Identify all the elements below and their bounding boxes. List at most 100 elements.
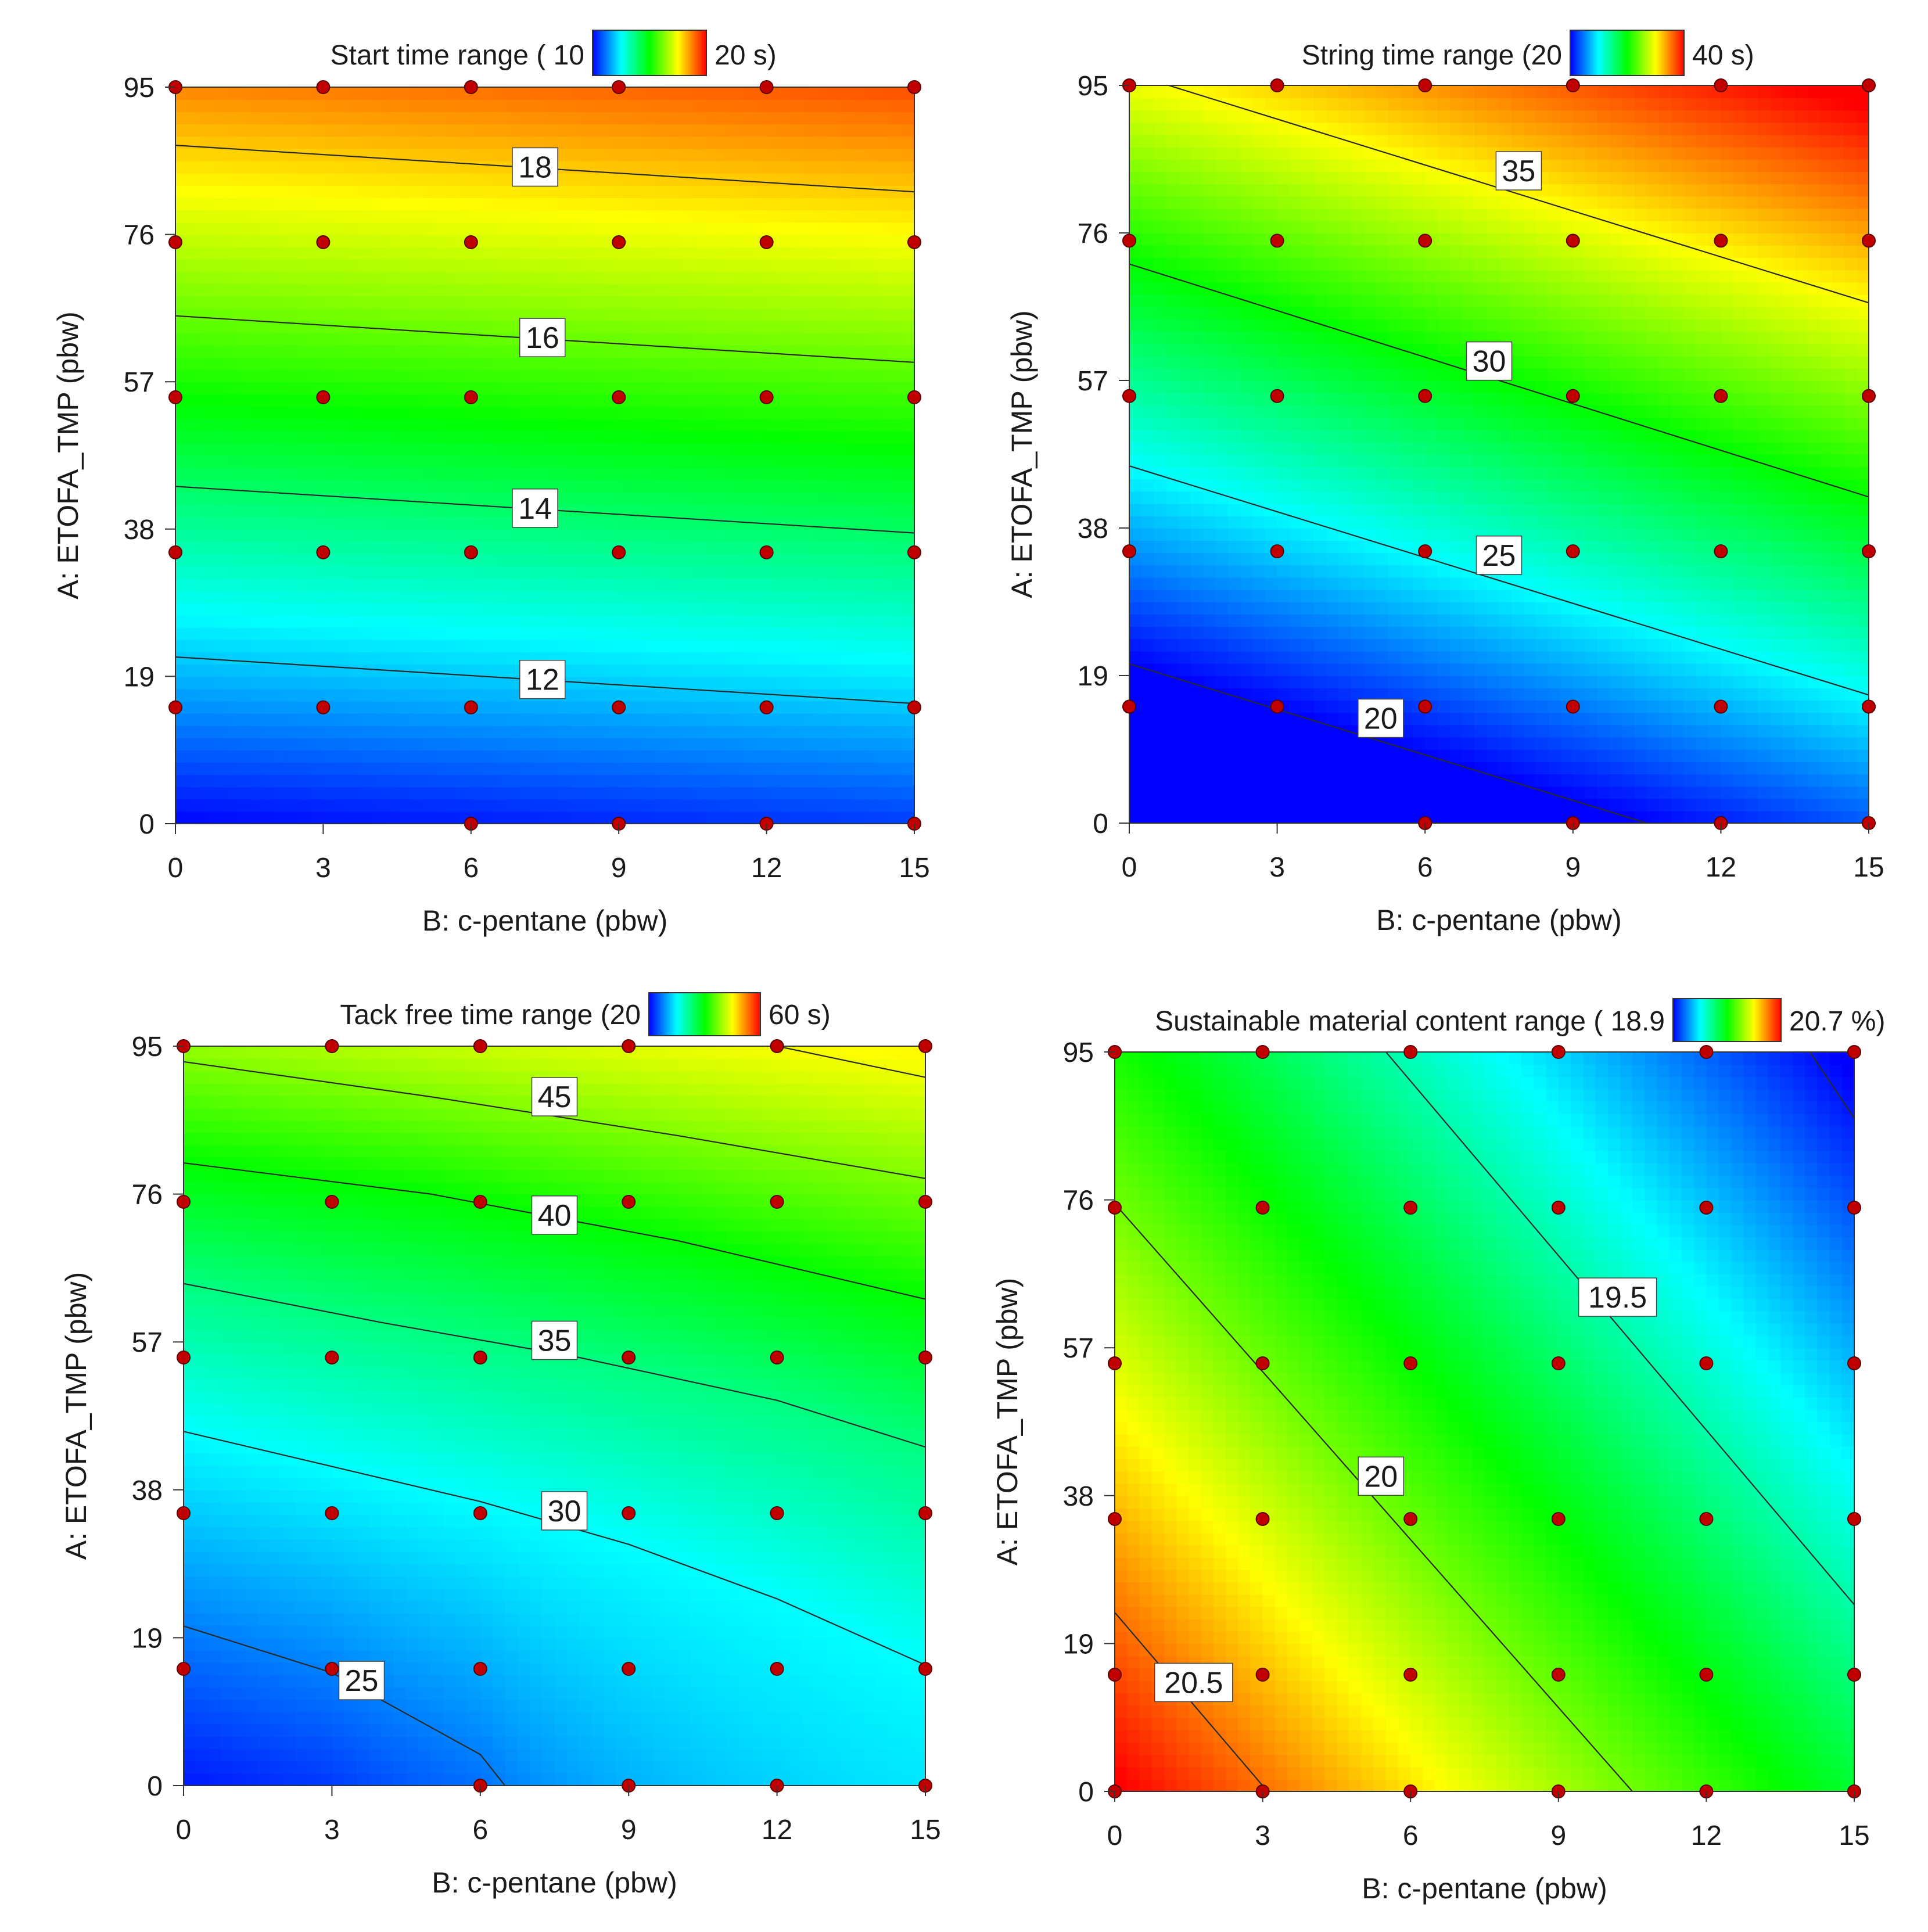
surface-cell [286,750,299,763]
surface-cell [409,664,422,677]
surface-cell [397,554,410,566]
surface-cell [1154,479,1167,492]
surface-cell [1302,98,1315,111]
surface-cell [742,627,755,640]
surface-cell [347,332,361,346]
surface-cell [200,480,213,493]
surface-cell [224,222,238,235]
surface-cell [840,246,853,260]
surface-cell [261,652,275,665]
surface-cell [532,578,545,591]
surface-cell [496,210,509,223]
surface-cell [532,87,545,100]
surface-cell [200,271,213,284]
surface-cell [347,87,361,100]
surface-cell [705,160,718,174]
surface-cell [175,676,188,690]
surface-cell [434,566,447,579]
surface-cell [224,185,238,198]
surface-cell [446,590,459,604]
surface-cell [1227,319,1241,332]
surface-cell [175,590,188,604]
surface-cell [1203,540,1216,554]
surface-cell [668,296,681,309]
surface-cell [1338,368,1352,381]
surface-cell [766,627,780,640]
surface-cell [803,615,817,628]
surface-cell [224,369,238,382]
surface-cell [1178,626,1191,640]
surface-cell [446,566,459,579]
surface-cell [422,713,435,726]
surface-cell [1265,762,1278,775]
surface-cell [335,210,349,223]
surface-cell [1326,762,1340,775]
surface-cell [323,566,336,579]
surface-cell [853,443,866,456]
surface-cell [730,554,742,566]
surface-cell [877,640,891,652]
surface-cell [717,296,730,309]
surface-cell [816,799,829,812]
surface-cell [175,222,188,235]
surface-cell [1252,577,1266,590]
surface-cell [754,529,767,542]
surface-cell [803,136,817,149]
surface-cell [680,480,694,493]
surface-cell [1129,491,1143,504]
surface-cell [200,554,213,566]
surface-cell [1252,441,1266,455]
surface-cell [508,627,521,640]
surface-cell [508,676,521,690]
surface-cell [742,136,755,149]
surface-cell [1289,220,1302,234]
surface-cell [422,787,435,800]
surface-cell [1141,614,1155,627]
surface-cell [274,640,287,652]
surface-cell [557,443,570,456]
surface-cell [311,418,324,432]
surface-cell [803,99,817,113]
surface-cell [1363,676,1377,688]
surface-cell [619,799,632,812]
surface-cell [717,112,730,125]
surface-cell [766,136,780,149]
surface-cell [1265,184,1278,197]
surface-cell [212,590,225,604]
surface-cell [828,590,841,604]
surface-cell [1141,380,1155,393]
surface-cell [1215,307,1229,319]
surface-cell [655,136,669,149]
surface-cell [409,234,422,247]
surface-cell [1240,405,1253,418]
surface-cell [594,492,607,505]
surface-cell [1338,454,1352,467]
surface-cell [680,210,694,223]
surface-cell [545,418,558,432]
surface-cell [237,394,250,407]
surface-cell [1215,810,1229,823]
surface-cell [311,332,324,346]
surface-cell [200,750,213,763]
surface-cell [471,504,484,518]
surface-cell [372,112,386,125]
surface-cell [237,492,250,505]
surface-cell [224,750,238,763]
surface-cell [1141,98,1155,111]
surface-cell [397,627,410,640]
surface-cell [508,799,521,812]
design-point [759,545,774,559]
surface-cell [520,615,533,628]
surface-cell [569,554,583,566]
surface-cell [1178,171,1191,185]
surface-cell [471,258,484,272]
surface-cell [754,578,767,591]
surface-cell [791,87,804,100]
surface-cell [606,590,619,604]
surface-cell [224,87,238,100]
surface-cell [692,602,706,616]
surface-cell [619,308,632,321]
surface-cell [483,750,496,763]
surface-cell [385,87,398,100]
x-tick-label: 3 [315,853,331,884]
